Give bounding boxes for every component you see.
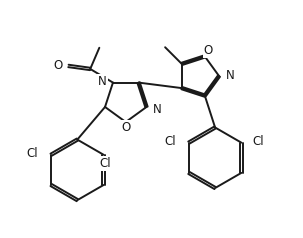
Text: Cl: Cl: [99, 157, 111, 170]
Text: O: O: [54, 59, 63, 72]
Text: Cl: Cl: [253, 135, 265, 148]
Text: Cl: Cl: [165, 135, 176, 148]
Text: N: N: [98, 74, 107, 88]
Text: Cl: Cl: [27, 147, 38, 160]
Text: O: O: [204, 44, 213, 57]
Text: N: N: [152, 103, 161, 116]
Text: N: N: [226, 69, 235, 82]
Text: O: O: [121, 121, 130, 134]
